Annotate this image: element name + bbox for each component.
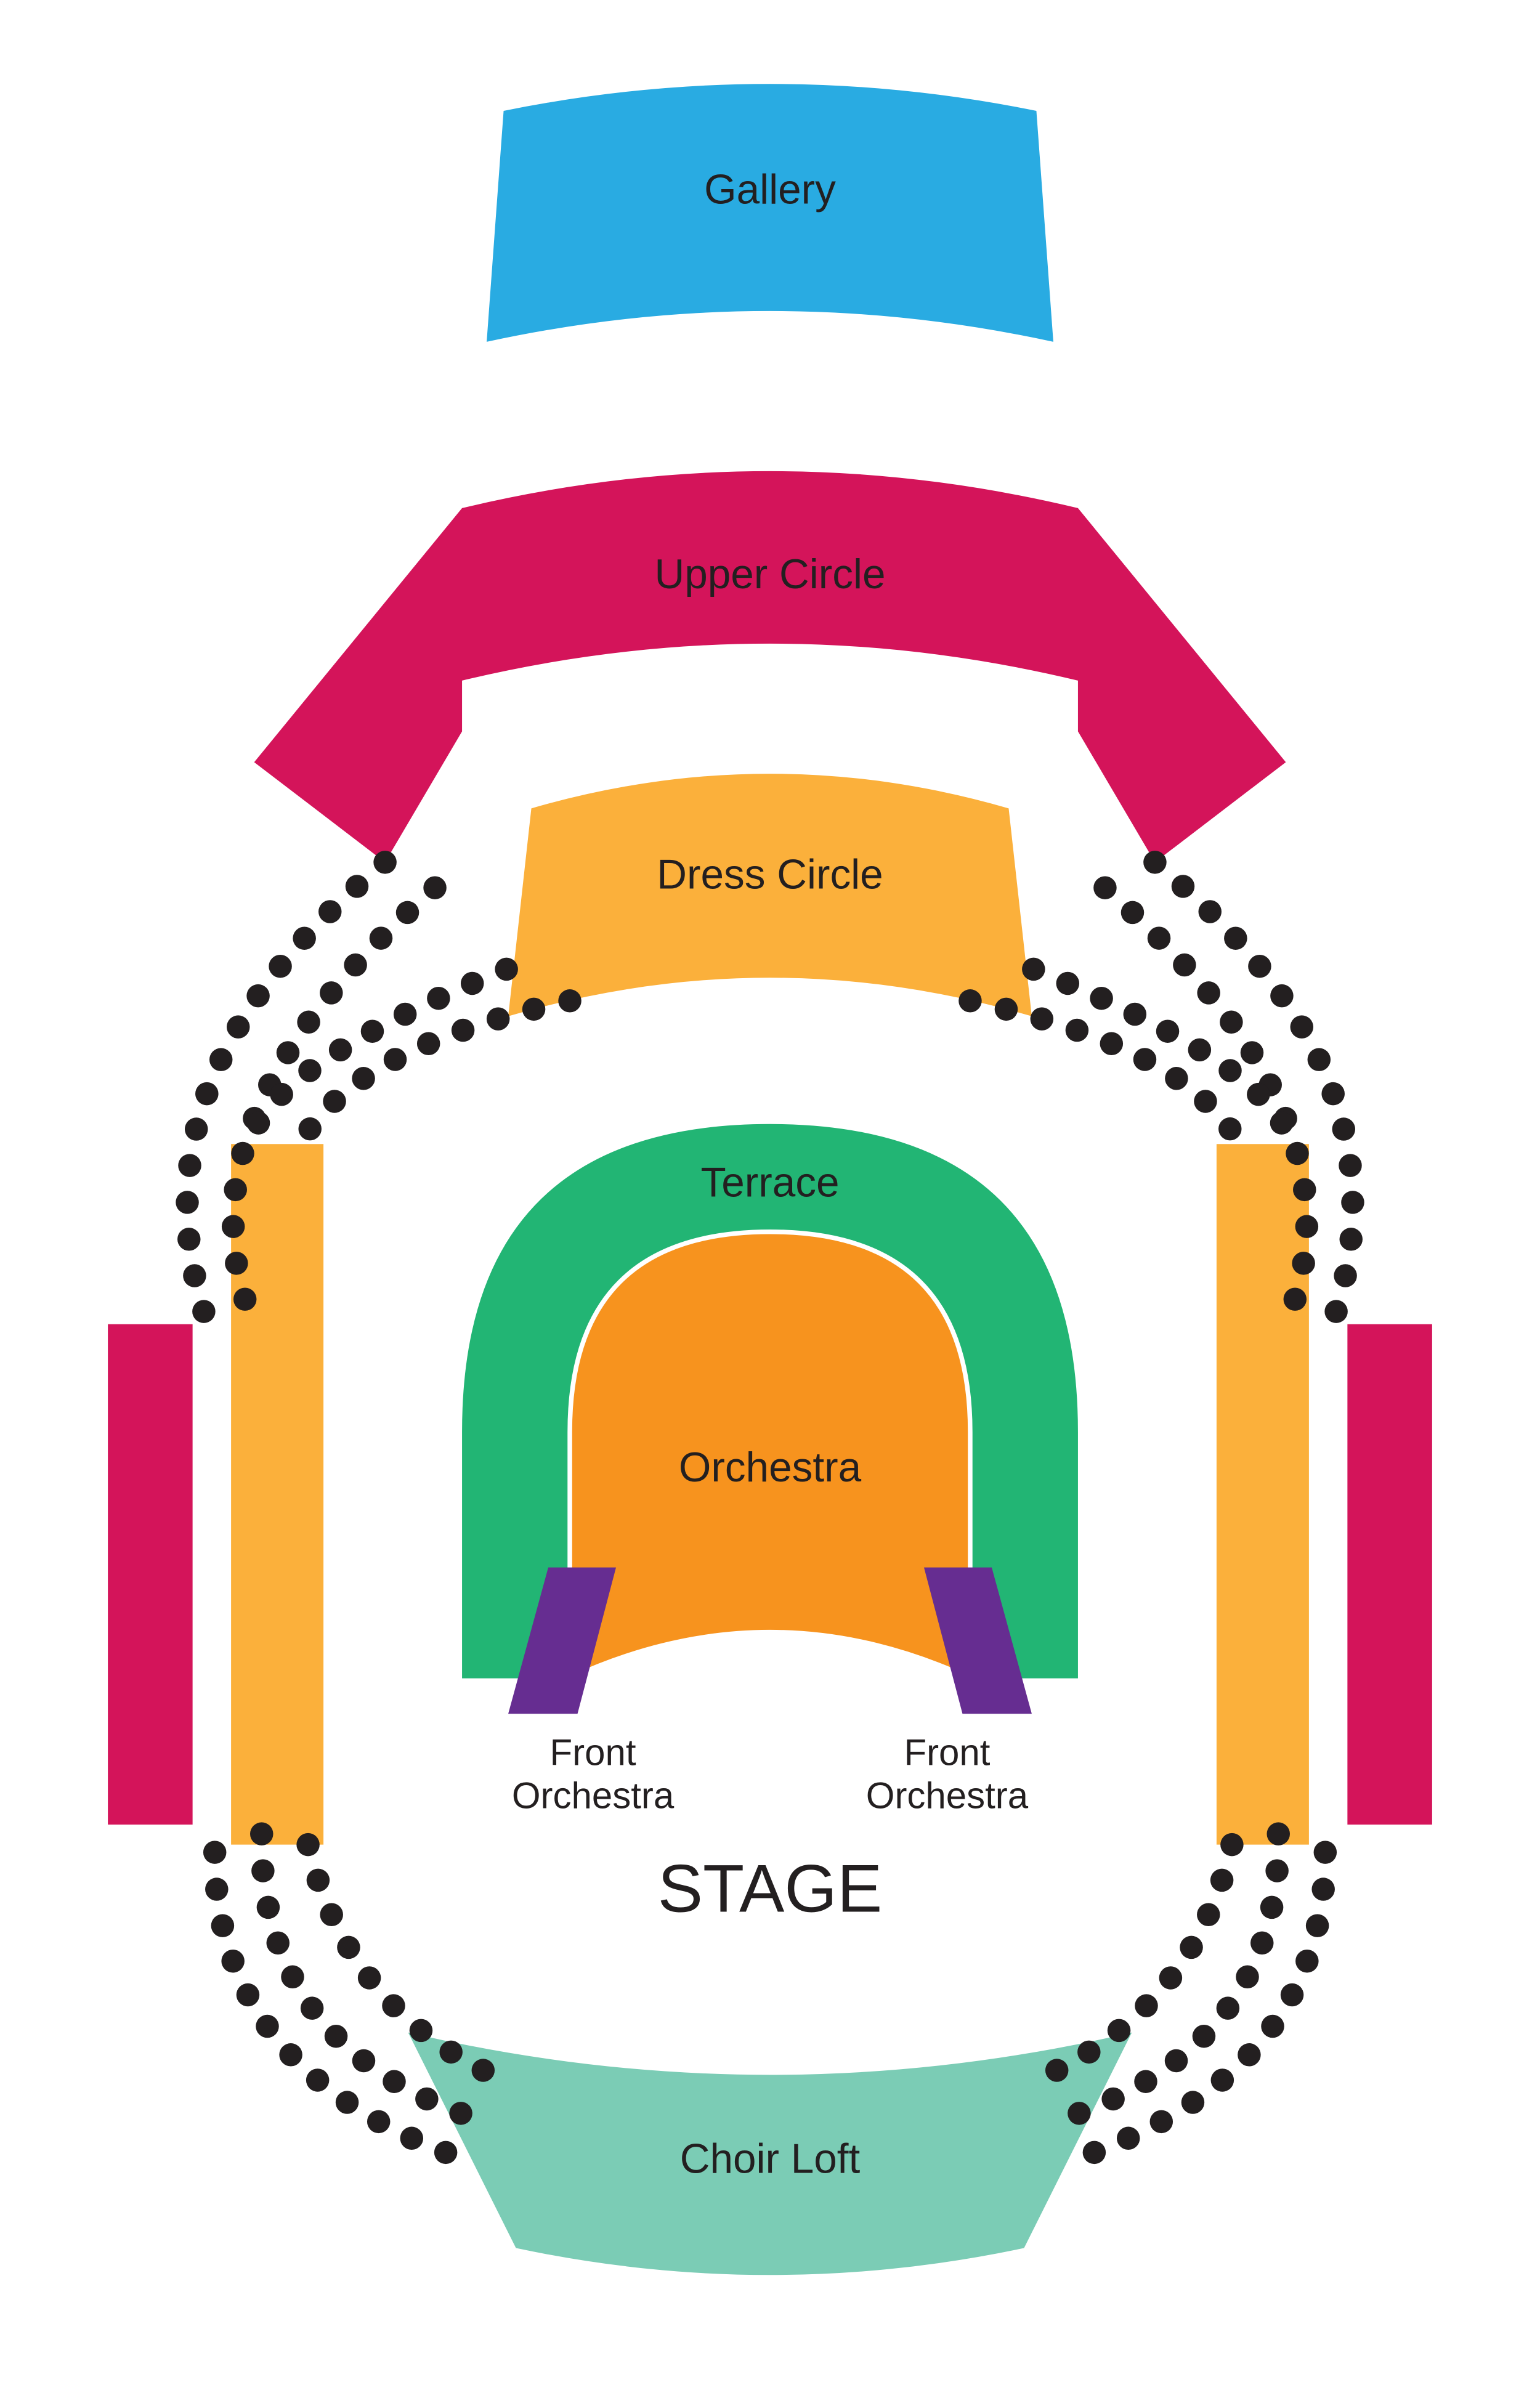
label-front-orchestra-left: FrontOrchestra: [512, 1732, 675, 1816]
section-gallery[interactable]: [487, 84, 1053, 342]
label-front-orchestra-right: FrontOrchestra: [866, 1732, 1029, 1816]
section-dress-circle-side-left[interactable]: [231, 1144, 323, 1844]
label-stage: STAGE: [658, 1851, 883, 1927]
dots-dl-inner: [301, 1001, 570, 1144]
label-terrace: Terrace: [700, 1160, 839, 1206]
section-dress-circle-side-right[interactable]: [1217, 1144, 1309, 1844]
section-upper-circle-side-left[interactable]: [108, 1324, 192, 1825]
label-orchestra: Orchestra: [679, 1444, 862, 1491]
section-upper-circle-side-right[interactable]: [1347, 1324, 1432, 1825]
label-choir-loft: Choir Loft: [680, 2136, 861, 2182]
seating-chart: Gallery Upper Circle Dress Circle Terrace Or…: [0, 0, 1540, 2382]
label-dress-circle: Dress Circle: [657, 852, 883, 898]
label-gallery: Gallery: [704, 166, 836, 213]
dots-dr-inner: [970, 1001, 1239, 1144]
label-upper-circle: Upper Circle: [654, 551, 885, 598]
